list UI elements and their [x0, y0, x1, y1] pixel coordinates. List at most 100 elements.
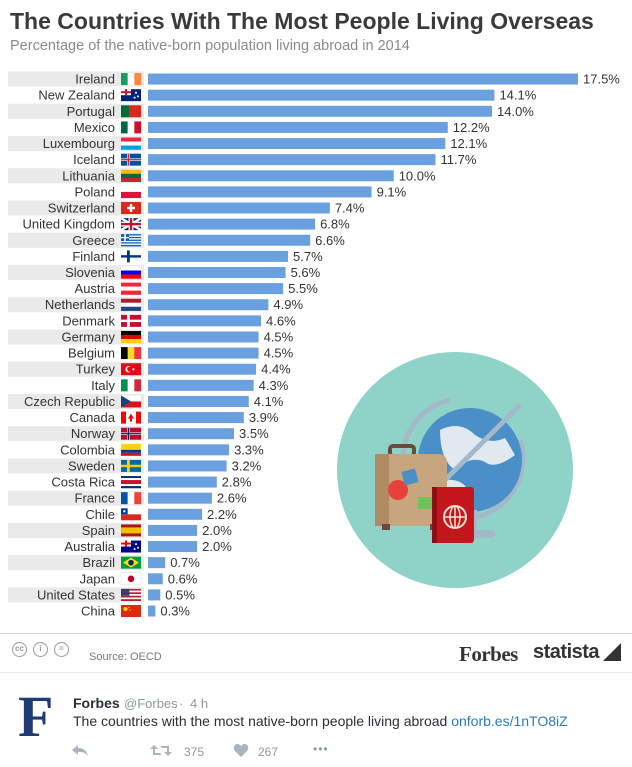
chart-row: Greece 6.6% [8, 232, 345, 248]
like-count[interactable]: 267 [258, 745, 279, 759]
bar [148, 89, 495, 101]
chart-row: Czech Republic 4.1% [8, 393, 284, 410]
tweet-separator: · [179, 696, 184, 711]
value-label: 4.5% [264, 329, 294, 344]
category-label: Japan [80, 571, 115, 586]
flag-iceland-icon [121, 153, 141, 166]
flag-austria-icon [121, 282, 141, 295]
bar [148, 395, 249, 407]
retweet-icon[interactable] [150, 743, 172, 758]
flag-netherlands-icon [121, 298, 141, 311]
bar [148, 476, 217, 488]
category-label: Spain [82, 523, 115, 538]
bar [148, 347, 259, 359]
bar [148, 589, 161, 601]
category-label: Germany [62, 329, 116, 344]
tweet-timestamp[interactable]: 4 h [190, 696, 209, 711]
value-label: 0.7% [170, 555, 200, 570]
footer-divider [0, 633, 632, 634]
chart-row: Ireland 17.5% [8, 71, 620, 87]
value-label: 0.3% [160, 604, 190, 619]
chart-row: Spain 2.0% [8, 522, 232, 538]
bar [148, 331, 259, 343]
forbes-avatar[interactable]: F [18, 684, 54, 749]
flag-slovenia-icon [121, 266, 141, 279]
bar [148, 508, 203, 520]
source-note: Source: OECD [89, 651, 162, 663]
row-stripe [8, 200, 144, 216]
chart-row: New Zealand 14.1% [38, 88, 536, 103]
flag-lithuania-icon [121, 169, 141, 182]
chart-row: Turkey 4.4% [8, 361, 291, 377]
bar [148, 428, 234, 440]
forbes-logo: Forbes [459, 642, 518, 666]
chart-row: United States 0.5% [8, 587, 195, 603]
category-label: Belgium [68, 346, 115, 361]
like-icon[interactable] [233, 743, 249, 758]
bar-chart: Ireland 17.5% New Zealand 14.1% Portugal 14.0… [8, 71, 620, 619]
flag-turkey-icon [121, 363, 141, 376]
statista-mark-icon [603, 643, 621, 661]
category-label: Australia [64, 539, 115, 554]
category-label: Greece [72, 233, 115, 248]
row-stripe [8, 426, 144, 442]
bar [148, 524, 198, 536]
chart-row: Chile 2.2% [85, 507, 237, 522]
tweet-author-name[interactable]: Forbes [73, 695, 120, 711]
value-label: 5.6% [291, 265, 321, 280]
chart-row: Brazil 0.7% [8, 555, 200, 571]
row-stripe [8, 135, 144, 152]
value-label: 0.6% [168, 571, 198, 586]
more-options-icon[interactable]: ••• [313, 742, 329, 756]
flag-costa-rica-icon [121, 476, 141, 489]
category-label: Mexico [74, 120, 115, 135]
row-stripe [8, 458, 144, 474]
category-label: New Zealand [38, 88, 115, 103]
infographic-card: The Countries With The Most People Livin… [0, 8, 632, 666]
flag-sweden-icon [121, 459, 141, 472]
chart-row: Sweden 3.2% [8, 458, 262, 474]
value-label: 4.6% [266, 313, 296, 328]
travel-illustration [337, 352, 573, 588]
flag-ireland-icon [121, 73, 142, 86]
category-label: United States [37, 587, 116, 602]
bar [148, 605, 156, 617]
tweet-link[interactable]: onforb.es/1nTO8iZ [451, 713, 568, 729]
value-label: 12.2% [453, 120, 490, 135]
bar [148, 363, 257, 375]
category-label: Chile [85, 507, 115, 522]
bar [148, 154, 436, 166]
flag-germany-icon [121, 330, 141, 344]
bar [148, 541, 198, 553]
category-label: Austria [75, 281, 116, 296]
bar [148, 218, 316, 230]
bar [148, 170, 394, 182]
value-label: 4.5% [264, 346, 294, 361]
category-label: Poland [75, 184, 115, 199]
value-label: 4.1% [254, 394, 284, 409]
category-label: Czech Republic [24, 394, 116, 409]
flag-portugal-icon [121, 105, 141, 118]
category-label: Iceland [73, 152, 115, 167]
category-label: Switzerland [48, 201, 115, 216]
flag-france-icon [121, 492, 142, 505]
chart-row: Canada 3.9% [69, 410, 278, 425]
category-label: Norway [71, 426, 116, 441]
flag-spain-icon [121, 524, 141, 537]
reply-icon[interactable] [71, 744, 89, 758]
chart-row: Lithuania 10.0% [8, 168, 436, 184]
tweet: F Forbes @Forbes · 4 h The countries wit… [0, 672, 632, 767]
chart-row: Australia 2.0% [64, 539, 232, 554]
row-stripe [8, 71, 144, 87]
value-label: 11.7% [440, 152, 476, 167]
row-stripe [8, 555, 144, 571]
category-label: Luxembourg [43, 136, 115, 151]
value-label: 5.5% [288, 281, 318, 296]
retweet-count[interactable]: 375 [184, 745, 205, 759]
tweet-author-handle[interactable]: @Forbes [124, 696, 178, 711]
row-stripe [8, 103, 144, 119]
category-label: Denmark [62, 313, 115, 328]
chart-row: Poland 9.1% [75, 184, 407, 199]
category-label: Canada [69, 410, 115, 425]
no-derivatives-icon: = [54, 642, 69, 657]
